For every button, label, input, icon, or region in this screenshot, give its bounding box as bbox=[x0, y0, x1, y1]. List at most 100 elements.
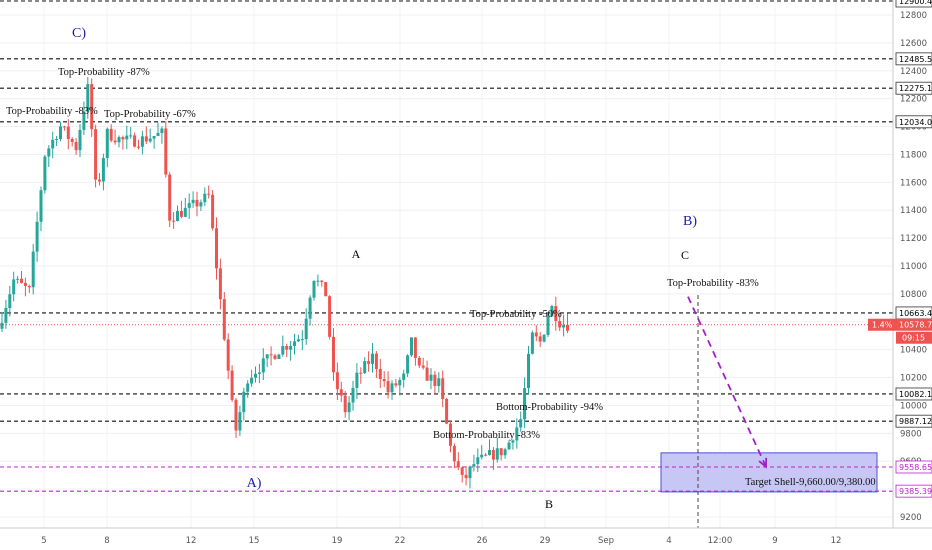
candle-body bbox=[82, 111, 86, 130]
candle-body bbox=[55, 139, 59, 141]
candle-body bbox=[335, 372, 339, 390]
candle-body bbox=[35, 221, 39, 252]
candle-body bbox=[296, 339, 300, 342]
price-level-tag bbox=[895, 387, 932, 401]
candle-body bbox=[367, 361, 371, 364]
candle-body bbox=[8, 294, 12, 308]
y-tick-label: 11000 bbox=[900, 262, 927, 272]
candle-body bbox=[437, 378, 441, 386]
candle-body bbox=[421, 365, 425, 368]
price-level-label: 12034.08 bbox=[899, 118, 932, 127]
candle-body bbox=[550, 306, 554, 317]
candle-body bbox=[355, 372, 359, 388]
x-tick-label: 12 bbox=[831, 536, 842, 546]
candle-body bbox=[70, 138, 74, 143]
candle-body bbox=[254, 373, 257, 378]
candle-body bbox=[164, 128, 168, 175]
y-tick-label: 9800 bbox=[900, 429, 922, 439]
projection-arrowhead bbox=[758, 457, 768, 469]
candle-body bbox=[484, 454, 488, 456]
y-tick-label: 10000 bbox=[900, 401, 927, 411]
candle-body bbox=[0, 322, 4, 329]
candle-body bbox=[183, 207, 187, 217]
candle-body bbox=[374, 353, 378, 370]
price-level-tag bbox=[895, 484, 932, 498]
candle-body bbox=[273, 355, 277, 359]
x-tick-label: 22 bbox=[395, 536, 406, 546]
candle-body bbox=[31, 251, 35, 288]
x-axis[interactable]: 5 8 12 15 19 22 26 29 Sep 4 12:00 9 12 bbox=[0, 527, 932, 546]
candle-body bbox=[304, 318, 308, 340]
candle-body bbox=[66, 126, 70, 139]
candle-body bbox=[215, 228, 218, 269]
candle-body bbox=[554, 306, 558, 322]
y-tick-label: 9200 bbox=[900, 513, 922, 523]
candle-body bbox=[390, 383, 394, 393]
price-level-tag bbox=[895, 52, 932, 66]
candle-body bbox=[12, 279, 16, 295]
candle-body bbox=[187, 203, 191, 208]
candle-body bbox=[191, 199, 195, 204]
candle-body bbox=[277, 354, 281, 359]
candle-body bbox=[452, 445, 456, 462]
candle-body bbox=[261, 358, 265, 373]
candle-body bbox=[179, 211, 183, 217]
candle-body bbox=[491, 450, 495, 460]
y-tick-label: 10400 bbox=[900, 346, 927, 356]
candle-body bbox=[347, 402, 351, 413]
candle-body bbox=[43, 156, 47, 191]
wave-label: B) bbox=[683, 214, 697, 229]
candle-body bbox=[269, 354, 273, 356]
probability-annotation: Top-Probability -67% bbox=[104, 109, 196, 120]
candle-body bbox=[211, 194, 215, 229]
projection-arrow bbox=[687, 296, 768, 469]
candle-body bbox=[160, 128, 164, 133]
candle-body bbox=[386, 381, 390, 393]
candle-body bbox=[234, 399, 238, 431]
candle-body bbox=[59, 126, 62, 140]
x-tick-label: 29 bbox=[540, 536, 551, 546]
candle-body bbox=[203, 193, 207, 203]
candle-body bbox=[382, 379, 386, 382]
candle-body bbox=[156, 132, 160, 136]
candle-body bbox=[308, 297, 312, 319]
candle-body bbox=[144, 136, 148, 142]
probability-annotation: Top-Probability -87% bbox=[58, 67, 150, 78]
price-level-tag bbox=[895, 81, 932, 95]
candle-body bbox=[117, 137, 121, 143]
candle-body bbox=[363, 361, 367, 374]
price-level-label: 12275.12 bbox=[899, 84, 932, 93]
candle-body bbox=[519, 419, 523, 428]
candle-body bbox=[558, 321, 562, 328]
x-tick-label: 19 bbox=[332, 536, 343, 546]
current-price-tag bbox=[868, 318, 932, 331]
candle-body bbox=[121, 137, 125, 140]
candle-body bbox=[499, 448, 503, 456]
candle-body bbox=[222, 299, 226, 340]
candle-body bbox=[27, 286, 31, 288]
probability-annotation: Bottom-Probability -94% bbox=[496, 402, 603, 413]
candle-body bbox=[433, 374, 437, 386]
price-level-label: 9385.39 bbox=[899, 487, 932, 496]
candle-body bbox=[410, 337, 413, 356]
candle-body bbox=[406, 355, 410, 374]
candle-body bbox=[511, 440, 515, 443]
y-tick-label: 11400 bbox=[900, 206, 927, 216]
price-levels bbox=[0, 0, 893, 528]
candle-body bbox=[176, 211, 179, 222]
candle-body bbox=[285, 346, 289, 350]
wave-label: A bbox=[352, 247, 361, 261]
candle-body bbox=[148, 138, 152, 142]
y-tick-label: 11200 bbox=[900, 234, 927, 244]
price-level-tag bbox=[895, 0, 932, 8]
candle-body bbox=[300, 339, 304, 341]
probability-annotation: Bottom-Probability -83% bbox=[433, 430, 540, 441]
candle-body bbox=[39, 190, 43, 222]
price-level-label: 10082.18 bbox=[899, 390, 932, 399]
y-axis[interactable]: 9200940096009800100001020010400106001080… bbox=[868, 0, 932, 528]
candle-body bbox=[62, 126, 66, 128]
candle-body bbox=[449, 423, 452, 446]
probability-annotation: Top-Probability -83% bbox=[667, 278, 759, 289]
candle-body bbox=[503, 449, 507, 456]
